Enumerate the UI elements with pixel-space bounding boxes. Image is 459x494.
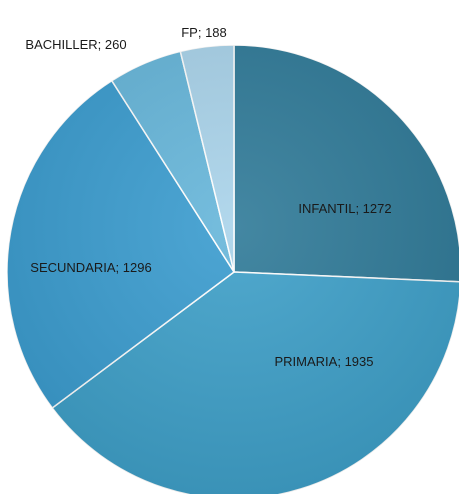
pie-shading [7,45,459,494]
data-label-secundaria: SECUNDARIA; 1296 [30,260,151,275]
data-label-bachiller: BACHILLER; 260 [25,37,126,52]
data-label-infantil: INFANTIL; 1272 [298,201,391,216]
pie-data-labels: INFANTIL; 1272 PRIMARIA; 1935 SECUNDARIA; … [25,25,391,369]
data-label-primaria: PRIMARIA; 1935 [275,354,374,369]
data-label-fp: FP; 188 [181,25,227,40]
